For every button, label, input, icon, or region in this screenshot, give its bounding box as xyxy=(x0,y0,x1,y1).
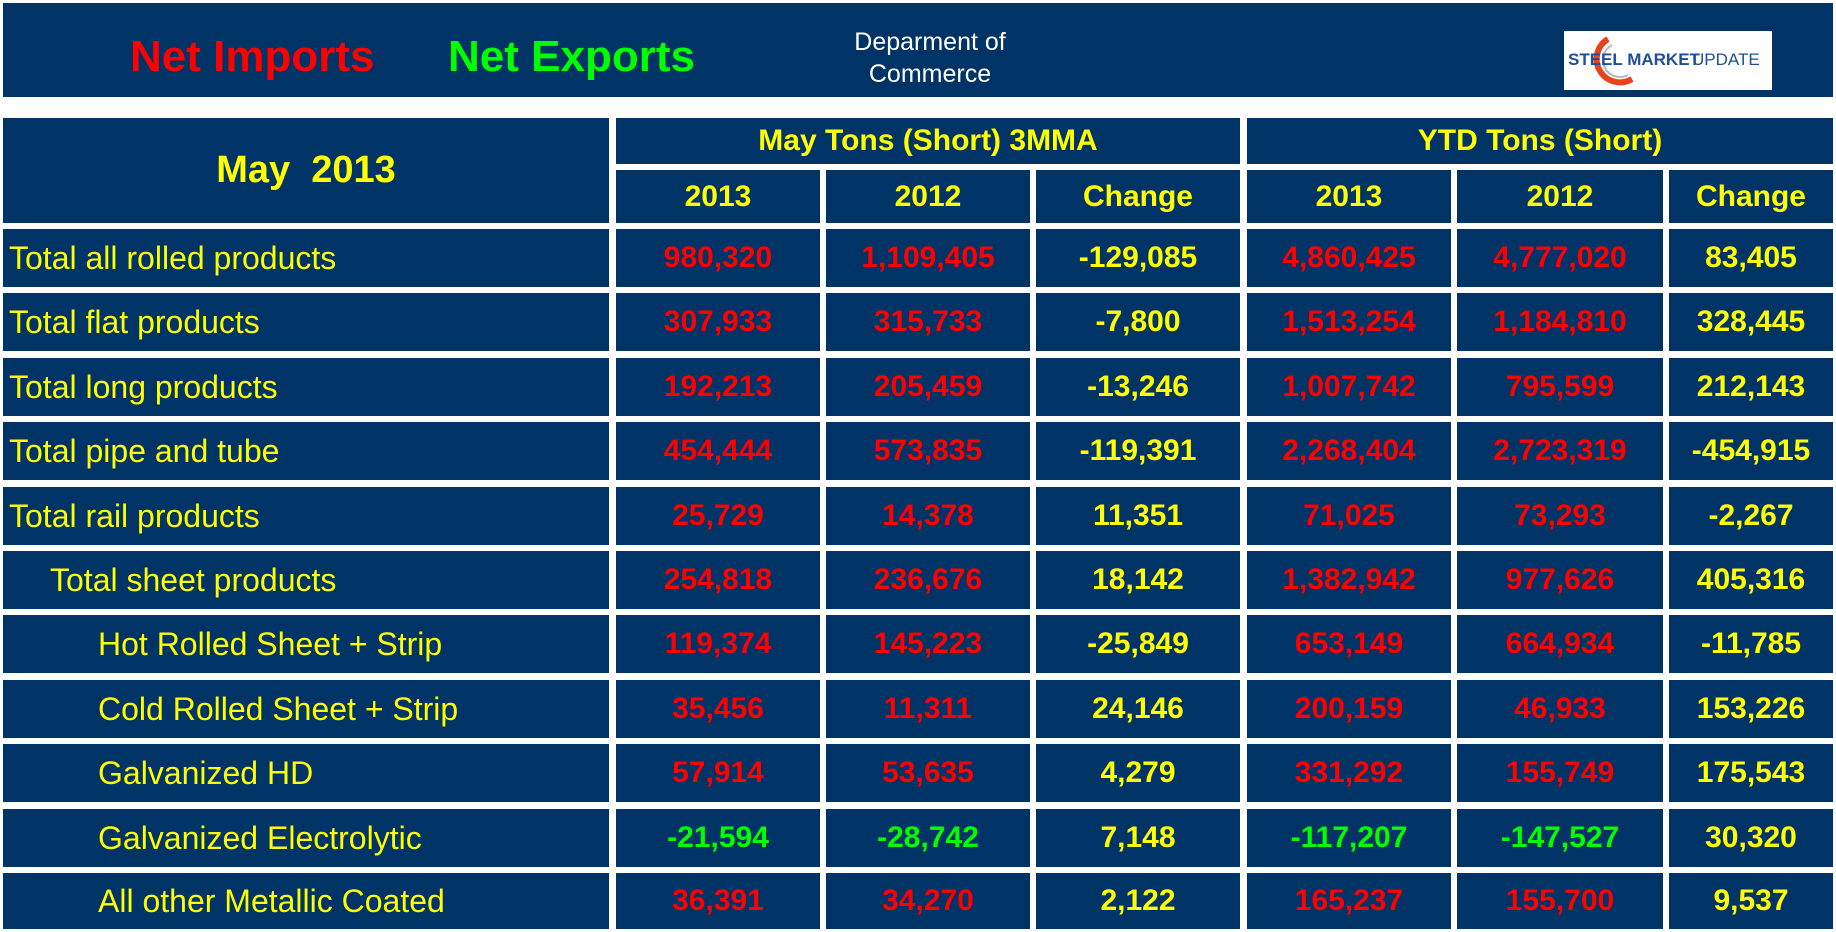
table-cell: 175,543 xyxy=(1669,744,1833,802)
table-cell: 53,635 xyxy=(826,744,1030,802)
table-cell: 307,933 xyxy=(616,293,820,351)
row-label: Total pipe and tube xyxy=(3,422,609,480)
table-cell: 35,456 xyxy=(616,680,820,738)
table-cell: 11,311 xyxy=(826,680,1030,738)
col-header-ytd-2013: 2013 xyxy=(1247,170,1451,223)
table-cell: 192,213 xyxy=(616,358,820,416)
table-cell: 30,320 xyxy=(1669,809,1833,867)
table-cell: 1,184,810 xyxy=(1457,293,1663,351)
table-cell: 205,459 xyxy=(826,358,1030,416)
col-header-may-change: Change xyxy=(1036,170,1240,223)
table-cell: 454,444 xyxy=(616,422,820,480)
table-cell: -117,207 xyxy=(1247,809,1451,867)
table-cell: -454,915 xyxy=(1669,422,1833,480)
table-cell: 664,934 xyxy=(1457,615,1663,673)
table-cell: 24,146 xyxy=(1036,680,1240,738)
table-cell: 4,777,020 xyxy=(1457,229,1663,287)
table-cell: 119,374 xyxy=(616,615,820,673)
col-header-may-2013: 2013 xyxy=(616,170,820,223)
logo-text-light: UPDATE xyxy=(1692,50,1760,69)
table-cell: -119,391 xyxy=(1036,422,1240,480)
table-cell: 145,223 xyxy=(826,615,1030,673)
table-cell: 254,818 xyxy=(616,551,820,609)
table-cell: -147,527 xyxy=(1457,809,1663,867)
table-cell: 71,025 xyxy=(1247,487,1451,545)
table-cell: 200,159 xyxy=(1247,680,1451,738)
row-label: All other Metallic Coated xyxy=(3,873,609,929)
table-cell: 73,293 xyxy=(1457,487,1663,545)
col-header-ytd-change: Change xyxy=(1669,170,1833,223)
table-cell: 573,835 xyxy=(826,422,1030,480)
table-cell: 1,513,254 xyxy=(1247,293,1451,351)
table-cell: 25,729 xyxy=(616,487,820,545)
row-label: Total flat products xyxy=(3,293,609,351)
table-cell: 155,749 xyxy=(1457,744,1663,802)
source-line-1: Deparment of xyxy=(854,28,1006,56)
table-cell: 1,109,405 xyxy=(826,229,1030,287)
logo-swoosh-icon: STEEL MARKET UPDATE xyxy=(1568,36,1760,86)
col-header-ytd-2012: 2012 xyxy=(1457,170,1663,223)
table-cell: 795,599 xyxy=(1457,358,1663,416)
table-cell: 7,148 xyxy=(1036,809,1240,867)
table-cell: 331,292 xyxy=(1247,744,1451,802)
table-cell: -7,800 xyxy=(1036,293,1240,351)
table-cell: 14,378 xyxy=(826,487,1030,545)
row-label: Hot Rolled Sheet + Strip xyxy=(3,615,609,673)
table-cell: -25,849 xyxy=(1036,615,1240,673)
table-title: May 2013 xyxy=(3,118,609,223)
table-cell: 315,733 xyxy=(826,293,1030,351)
table-cell: 46,933 xyxy=(1457,680,1663,738)
table-cell: 2,723,319 xyxy=(1457,422,1663,480)
table-cell: -129,085 xyxy=(1036,229,1240,287)
row-label: Cold Rolled Sheet + Strip xyxy=(3,680,609,738)
table-cell: -11,785 xyxy=(1669,615,1833,673)
col-header-may-2012: 2012 xyxy=(826,170,1030,223)
row-label: Total long products xyxy=(3,358,609,416)
group-header-ytd: YTD Tons (Short) xyxy=(1247,118,1833,164)
table-cell: 155,700 xyxy=(1457,873,1663,929)
group-header-may: May Tons (Short) 3MMA xyxy=(616,118,1240,164)
table-cell: 2,122 xyxy=(1036,873,1240,929)
row-label: Total all rolled products xyxy=(3,229,609,287)
title-bar xyxy=(3,3,1833,97)
table-cell: 36,391 xyxy=(616,873,820,929)
table-cell: 212,143 xyxy=(1669,358,1833,416)
logo-text-bold: STEEL MARKET xyxy=(1568,50,1701,69)
row-label: Galvanized Electrolytic xyxy=(3,809,609,867)
row-label: Total sheet products xyxy=(3,551,609,609)
table-cell: 405,316 xyxy=(1669,551,1833,609)
table-cell: 153,226 xyxy=(1669,680,1833,738)
table-cell: 328,445 xyxy=(1669,293,1833,351)
steel-market-update-logo: STEEL MARKET UPDATE xyxy=(1564,31,1772,90)
table-cell: 4,279 xyxy=(1036,744,1240,802)
table-cell: 57,914 xyxy=(616,744,820,802)
table-cell: 977,626 xyxy=(1457,551,1663,609)
table-cell: -13,246 xyxy=(1036,358,1240,416)
table-cell: 18,142 xyxy=(1036,551,1240,609)
table-cell: -28,742 xyxy=(826,809,1030,867)
source-line-2: Commerce xyxy=(868,60,992,88)
table-cell: 165,237 xyxy=(1247,873,1451,929)
table-cell: 1,007,742 xyxy=(1247,358,1451,416)
table-cell: 980,320 xyxy=(616,229,820,287)
table-cell: 1,382,942 xyxy=(1247,551,1451,609)
table-cell: 236,676 xyxy=(826,551,1030,609)
table-cell: 2,268,404 xyxy=(1247,422,1451,480)
table-cell: -2,267 xyxy=(1669,487,1833,545)
table-cell: 83,405 xyxy=(1669,229,1833,287)
net-imports-legend: Net Imports xyxy=(130,32,375,81)
table-cell: 4,860,425 xyxy=(1247,229,1451,287)
row-label: Total rail products xyxy=(3,487,609,545)
table-cell: 653,149 xyxy=(1247,615,1451,673)
row-label: Galvanized HD xyxy=(3,744,609,802)
source-label: Deparment of Commerce xyxy=(820,26,1040,90)
table-cell: 11,351 xyxy=(1036,487,1240,545)
net-exports-legend: Net Exports xyxy=(448,32,695,81)
table-cell: 34,270 xyxy=(826,873,1030,929)
table-cell: -21,594 xyxy=(616,809,820,867)
table-cell: 9,537 xyxy=(1669,873,1833,929)
